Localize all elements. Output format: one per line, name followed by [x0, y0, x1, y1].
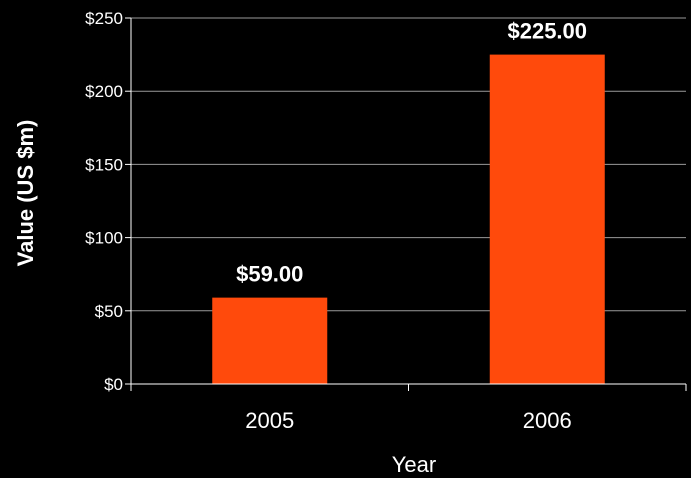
axes: [125, 17, 687, 391]
data-label-2006: $225.00: [507, 19, 587, 44]
bar-2005: [212, 297, 328, 384]
data-label-2005: $59.00: [236, 262, 303, 287]
x-category-label: 2006: [523, 408, 572, 433]
y-tick-label: $250: [85, 9, 123, 28]
y-tick-label: $100: [85, 229, 123, 248]
y-tick-label: $50: [95, 302, 123, 321]
y-tick-label: $150: [85, 155, 123, 174]
y-tick-label: $0: [104, 375, 123, 394]
bars: [212, 54, 605, 384]
y-axis-title: Value (US $m): [13, 120, 38, 267]
bar-2006: [489, 54, 605, 384]
x-category-label: 2005: [245, 408, 294, 433]
y-tick-label: $200: [85, 82, 123, 101]
labels: $0 $50 $100 $150 $200 $250 $59.00 2005 $225.00 20…: [85, 9, 587, 433]
x-axis-title: Year: [392, 452, 436, 477]
